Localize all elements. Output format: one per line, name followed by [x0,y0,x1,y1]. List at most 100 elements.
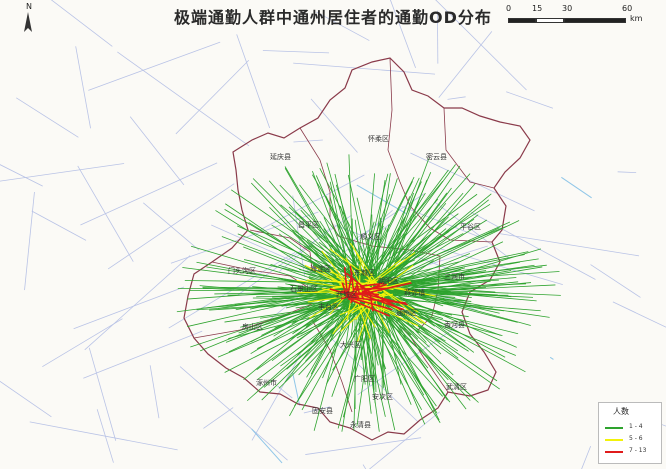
district-label-chaoyang: 朝阳区 [378,277,399,285]
road-line [293,62,436,75]
od-line-low [284,167,359,297]
district-label-miyun: 密云县 [426,153,447,161]
od-line-mid [378,286,419,313]
district-label-huairou: 怀柔区 [368,135,389,143]
od-line-low [215,210,357,299]
od-line-mid [365,280,411,293]
scale-segment-3 [564,18,626,23]
road-line [438,31,493,98]
legend-item-low: 1 - 4 [605,423,659,433]
road-line [50,0,113,47]
od-line-low [347,174,372,284]
legend-label-low: 1 - 4 [629,423,643,430]
map-title: 极端通勤人群中通州居住者的通勤OD分布 [174,8,492,27]
road-line [83,330,203,379]
od-line-mid [306,279,367,284]
district-label-gu-an: 固安县 [312,407,333,415]
road-line [331,338,418,422]
od-line-mid [346,300,352,321]
od-line-mid [359,279,373,287]
road-line [129,116,185,186]
od-line-mid [377,285,426,325]
od-line-low [366,177,420,292]
road-line [251,354,301,441]
scale-bar: 0 15 30 60 km [506,4,648,28]
od-line-low [380,291,550,318]
road-line [262,50,330,54]
road-line [440,248,563,285]
road-line [303,406,331,414]
road-line [170,211,319,264]
od-line-low [377,297,498,382]
road-line [88,347,117,441]
legend-label-high: 7 - 13 [629,447,647,454]
road-line [149,365,160,419]
district-label-anci: 安次区 [372,393,393,401]
od-line-low [359,298,423,411]
od-line-low [356,299,443,397]
district-label-sanhe: 三河市 [444,273,465,281]
od-line-low [201,293,364,309]
legend-label-mid: 5 - 6 [629,435,643,442]
map-legend: 人数 1 - 4 5 - 6 7 - 13 [598,402,662,464]
od-line-low [354,291,437,407]
scale-tick-0: 0 [506,4,512,13]
road-line [24,191,35,291]
district-label-shijingshan: 石景山区 [290,285,318,293]
od-line-high [347,297,390,317]
district-label-zhuozhou: 涿州市 [256,379,277,387]
od-line-low [217,291,375,358]
od-line-mid [296,279,351,289]
district-label-dongcheng: 东城区 [354,269,375,277]
scale-tick-2: 30 [562,4,573,13]
od-line-mid [380,293,385,313]
od-line-low [356,283,378,427]
od-line-high [355,287,387,290]
district-label-wuqing: 武清区 [446,383,467,391]
od-line-low [367,297,387,392]
road-line [506,91,554,109]
legend-swatch-red [605,451,623,453]
od-line-low [369,220,520,293]
od-line-low [371,251,529,286]
od-line-low [364,199,489,298]
od-line-high [349,265,355,293]
od-line-low [334,173,362,287]
od-line-high [343,266,349,295]
road-line [590,264,641,298]
od-lines [176,154,561,432]
scale-tick-3: 60 [622,4,633,13]
district-label-haidian: 海淀区 [310,265,331,273]
district-label-guangyang: 广阳区 [354,375,375,383]
river-line [549,356,554,360]
legend-swatch-yellow [605,439,623,441]
district-label-xicheng: 西城区 [336,291,357,299]
legend-item-high: 7 - 13 [605,447,659,457]
road-line [499,233,640,257]
road-line [362,464,367,469]
road-line [470,211,596,280]
district-label-yongqing: 永清县 [350,421,371,429]
scale-unit: km [630,14,643,23]
od-line-high [358,292,380,296]
road-line [260,174,365,230]
od-line-high [360,282,385,287]
road-line [581,446,592,469]
district-label-tongzhou: 通州区 [396,309,417,317]
scale-segment-1 [508,18,536,23]
road-line [175,59,250,135]
district-label-fangshan: 房山区 [242,323,263,331]
district-borders [193,57,495,413]
od-line-high [352,282,412,298]
od-line-low [234,293,357,306]
od-line-low [361,213,459,287]
road-line [617,171,637,174]
od-line-low [373,187,452,294]
district-label-mentougou: 门头沟区 [228,267,256,275]
od-line-low [243,246,354,291]
od-line-low [382,287,518,323]
road-line [117,51,250,147]
road-line [77,165,134,262]
